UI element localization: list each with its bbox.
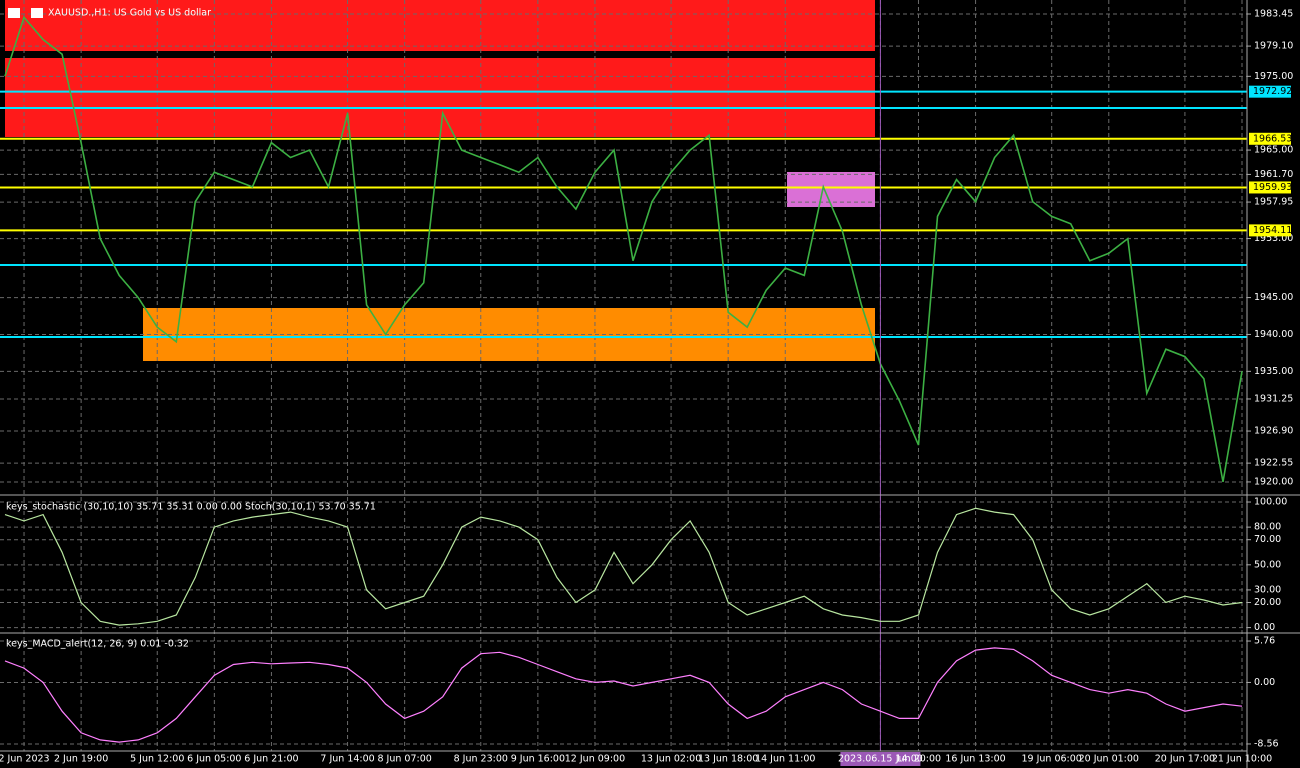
zone-gap <box>5 51 875 58</box>
y-tick-label: 100.00 <box>1254 497 1287 508</box>
x-tick-label: 2023.06.15 14:00 <box>838 754 923 765</box>
chart-title: XAUUSD.,H1: US Gold vs US dollar <box>48 8 211 19</box>
series-line <box>4 507 1243 626</box>
level-label-bg <box>1249 132 1291 145</box>
x-tick-label: 14 Jun 11:00 <box>755 754 815 765</box>
zone <box>787 172 875 207</box>
y-tick-label: 80.00 <box>1254 522 1281 533</box>
x-tick-label: 5 Jun 12:00 <box>130 754 184 765</box>
indicator-title: keys_MACD_alert(12, 26, 9) 0.01 -0.32 <box>6 639 189 650</box>
x-tick-label: 20 Jun 01:00 <box>1079 754 1139 765</box>
x-tick-label: 13 Jun 18:00 <box>698 754 758 765</box>
level-label: 1972.92 <box>1253 86 1292 97</box>
chart-icon[interactable] <box>31 8 43 18</box>
x-tick-label: 7 Jun 14:00 <box>320 754 374 765</box>
x-tick-label: 2 Jun 2023 <box>0 754 50 765</box>
y-tick-label: 30.00 <box>1254 584 1281 595</box>
y-tick-label: 20.00 <box>1254 597 1281 608</box>
y-tick-label: 1940.00 <box>1254 329 1293 340</box>
y-tick-label: 1975.00 <box>1254 71 1293 82</box>
series-line <box>4 647 1243 743</box>
x-tick-label: 13 Jun 02:00 <box>641 754 701 765</box>
x-tick-label: 8 Jun 23:00 <box>454 754 508 765</box>
x-tick-label: 16 Jun 13:00 <box>945 754 1005 765</box>
y-tick-label: 1961.70 <box>1254 169 1293 180</box>
y-tick-label: 1935.00 <box>1254 366 1293 377</box>
level-label: 1954.11 <box>1253 225 1292 236</box>
y-tick-label: 1965.00 <box>1254 145 1293 156</box>
y-tick-label: 1945.00 <box>1254 292 1293 303</box>
menu-icon[interactable] <box>8 8 20 18</box>
time-highlight <box>840 752 921 766</box>
y-tick-label: 1920.00 <box>1254 476 1293 487</box>
y-tick-label: 1983.45 <box>1254 9 1293 20</box>
y-tick-label: 1922.55 <box>1254 458 1293 469</box>
x-tick-label: 19 Jun 06:00 <box>1022 754 1082 765</box>
level-label: 1966.53 <box>1253 133 1292 144</box>
level-label: 1959.93 <box>1253 182 1292 193</box>
x-tick-label: 2 Jun 19:00 <box>54 754 108 765</box>
supply-zone <box>5 0 875 137</box>
series-line <box>4 15 1243 483</box>
level-label-bg <box>1249 224 1291 237</box>
y-tick-label: 0.00 <box>1254 677 1275 688</box>
x-tick-label: 6 Jun 21:00 <box>244 754 298 765</box>
y-tick-label: 70.00 <box>1254 534 1281 545</box>
y-tick-label: 5.76 <box>1254 636 1275 647</box>
y-tick-label: -8.56 <box>1254 738 1279 749</box>
x-tick-label: 20 Jun 17:00 <box>1155 754 1215 765</box>
x-tick-label: Jun 20:00 <box>895 754 941 765</box>
y-tick-label: 1926.90 <box>1254 426 1293 437</box>
x-tick-label: 6 Jun 05:00 <box>187 754 241 765</box>
x-tick-label: 12 Jun 09:00 <box>565 754 625 765</box>
y-tick-label: 50.00 <box>1254 559 1281 570</box>
y-tick-label: 1953.00 <box>1254 233 1293 244</box>
y-tick-label: 1957.95 <box>1254 197 1293 208</box>
indicator-title: keys_stochastic (30,10,10) 35.71 35.31 0… <box>6 502 376 513</box>
y-tick-label: 1979.10 <box>1254 41 1293 52</box>
x-tick-label: 8 Jun 07:00 <box>377 754 431 765</box>
x-tick-label: 9 Jun 16:00 <box>511 754 565 765</box>
y-tick-label: 0.00 <box>1254 622 1275 633</box>
x-tick-label: 21 Jun 10:00 <box>1212 754 1272 765</box>
level-label-bg <box>1249 85 1291 98</box>
level-label-bg <box>1249 181 1291 194</box>
y-tick-label: 1931.25 <box>1254 393 1293 404</box>
